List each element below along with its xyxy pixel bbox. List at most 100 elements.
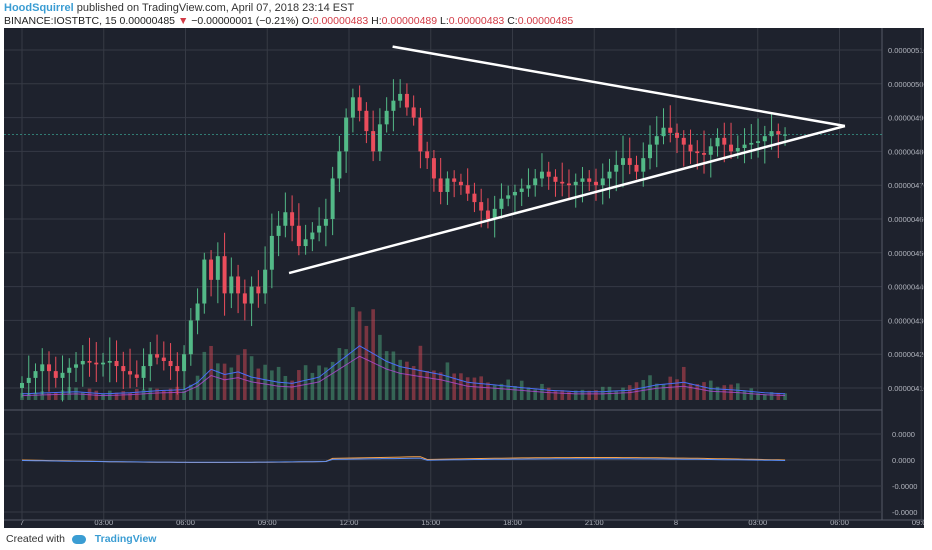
candle-body <box>668 127 673 133</box>
time-tick-label: 09:00 <box>258 518 277 527</box>
candle-body <box>472 193 477 203</box>
candle-body <box>134 374 139 378</box>
time-tick-label: 06:00 <box>176 518 195 527</box>
candle-body <box>398 93 403 101</box>
candle-body <box>702 153 707 155</box>
candle-body <box>148 354 153 367</box>
time-tick-label: 7 <box>20 518 24 527</box>
candle-body <box>215 256 220 280</box>
candle-body <box>506 195 511 199</box>
volume-bar <box>256 368 261 400</box>
author-link[interactable]: HoodSquirrel <box>4 2 74 14</box>
volume-bar <box>391 351 396 400</box>
open-value: 0.00000483 <box>312 15 369 27</box>
last-price: 0.00000485 <box>119 15 176 27</box>
candle-body <box>722 137 727 145</box>
candle-body <box>101 362 106 365</box>
volume-bar <box>560 390 565 400</box>
candle-body <box>296 225 301 247</box>
candle-body <box>276 225 281 236</box>
indicator-tick-label: 0.0000 <box>892 456 915 465</box>
candle-body <box>580 178 585 182</box>
candle-body <box>749 142 754 145</box>
candle-body <box>708 146 713 155</box>
candle-body <box>74 364 79 368</box>
candle-body <box>411 107 416 118</box>
candle-body <box>94 362 99 365</box>
volume-bar <box>357 311 362 400</box>
volume-bar <box>722 385 727 400</box>
candle-body <box>553 176 558 182</box>
candle-body <box>350 97 355 118</box>
candle-body <box>526 185 531 189</box>
volume-bar <box>216 363 220 400</box>
candle-body <box>290 212 295 226</box>
volume-bar <box>195 375 200 400</box>
volume-bar <box>715 386 720 400</box>
candle-body <box>249 286 254 304</box>
candle-body <box>114 360 119 367</box>
volume-bar <box>324 367 328 400</box>
volume-bar <box>769 392 774 400</box>
candle-body <box>438 178 443 192</box>
volume-bar <box>303 365 308 400</box>
candle-body <box>675 132 680 138</box>
tradingview-brand[interactable]: TradingView <box>94 533 157 545</box>
candle-body <box>128 371 133 375</box>
candle-body <box>445 178 450 192</box>
volume-bar <box>580 389 585 400</box>
volume-bar <box>189 384 193 400</box>
volume-bar <box>546 387 551 400</box>
price-tick-label: 0.00000420 <box>888 350 924 359</box>
candle-body <box>168 360 173 367</box>
candle-body <box>357 97 362 111</box>
candle-body <box>681 137 686 145</box>
chart-area[interactable]: 0.00000510 0.00000500 0.00000490 0.00000480… <box>4 28 931 528</box>
volume-bar <box>742 390 747 400</box>
candle-body <box>458 181 463 186</box>
candle-body <box>87 360 92 363</box>
volume-bar <box>263 364 267 400</box>
candle-body <box>695 151 700 154</box>
candle-body <box>47 364 52 372</box>
candle-body <box>371 131 376 152</box>
high-value: 0.00000489 <box>381 15 438 27</box>
time-tick-label: 06:00 <box>830 518 849 527</box>
volume-bar <box>398 359 402 400</box>
volume-bar <box>621 387 625 400</box>
candle-body <box>533 178 538 186</box>
volume-bar <box>661 384 666 400</box>
candle-body <box>263 269 268 294</box>
volume-bar <box>182 390 186 400</box>
volume-bar <box>209 345 213 400</box>
volume-bar <box>344 349 348 400</box>
volume-bar <box>101 393 105 400</box>
candle-body <box>519 188 524 192</box>
volume-bar <box>53 392 58 400</box>
candle-body <box>425 151 430 159</box>
volume-bar <box>675 379 679 400</box>
price-tick-label: 0.00000450 <box>888 249 924 258</box>
volume-bar <box>351 307 355 400</box>
candle-body <box>384 110 389 125</box>
candle-body <box>209 259 214 280</box>
candle-body <box>688 144 693 152</box>
candle-body <box>161 357 166 361</box>
candle-body <box>229 276 234 294</box>
candle-body <box>188 320 193 355</box>
time-tick-label: 12:00 <box>340 518 359 527</box>
candle-body <box>182 354 187 372</box>
close-value: 0.00000485 <box>517 15 574 27</box>
price-chart[interactable]: 0.00000510 0.00000500 0.00000490 0.00000480… <box>4 28 931 528</box>
created-with-text: Created with <box>6 533 65 545</box>
volume-bar <box>418 345 423 400</box>
candle-body <box>303 239 308 247</box>
high-label: H: <box>371 15 382 27</box>
volume-bar <box>337 348 342 400</box>
time-tick-label: 15:00 <box>421 518 440 527</box>
candle-body <box>715 137 720 147</box>
publish-text: published on TradingView.com, April 07, … <box>76 2 355 14</box>
time-tick-label: 8 <box>674 518 678 527</box>
volume-ma-line-2 <box>21 355 786 397</box>
volume-bar <box>310 372 315 400</box>
